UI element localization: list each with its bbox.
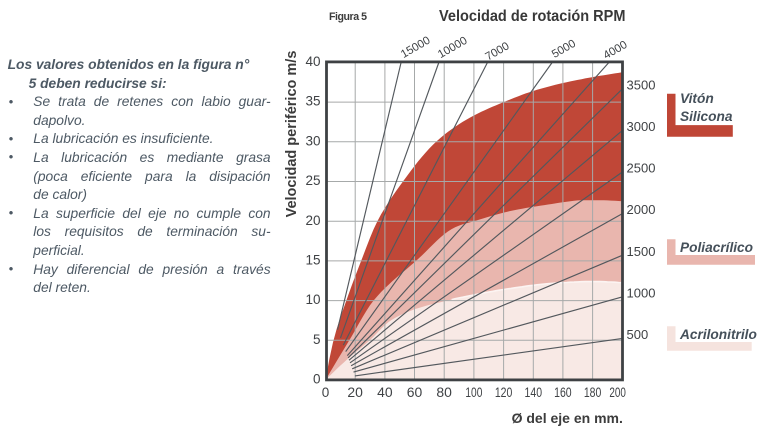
svg-text:2500: 2500 [627,161,656,176]
svg-text:7000: 7000 [484,40,512,63]
svg-text:4000: 4000 [602,39,630,62]
svg-text:140: 140 [525,385,543,400]
svg-text:20: 20 [347,385,363,400]
svg-text:5: 5 [313,332,321,347]
svg-text:35: 35 [305,94,320,109]
svg-text:10000: 10000 [436,35,469,61]
svg-text:5000: 5000 [550,38,578,61]
svg-text:120: 120 [495,385,513,400]
svg-text:0: 0 [313,372,321,387]
svg-text:20: 20 [305,213,320,228]
svg-text:1000: 1000 [627,285,656,300]
svg-text:80: 80 [436,385,452,400]
svg-text:200: 200 [609,385,626,400]
svg-text:500: 500 [627,327,649,342]
svg-text:0: 0 [322,385,330,400]
svg-text:3000: 3000 [627,119,656,134]
svg-text:1500: 1500 [627,244,656,259]
svg-text:60: 60 [407,385,423,400]
svg-text:10: 10 [305,292,320,307]
svg-text:160: 160 [554,385,572,400]
svg-text:180: 180 [584,385,602,400]
svg-text:100: 100 [465,385,482,400]
svg-text:25: 25 [305,173,320,188]
svg-text:15000: 15000 [399,35,432,61]
svg-text:3500: 3500 [627,78,656,93]
svg-text:2000: 2000 [627,202,656,217]
svg-text:30: 30 [305,133,320,148]
svg-text:40: 40 [305,54,320,69]
svg-text:40: 40 [377,385,393,400]
svg-text:15: 15 [305,253,320,268]
